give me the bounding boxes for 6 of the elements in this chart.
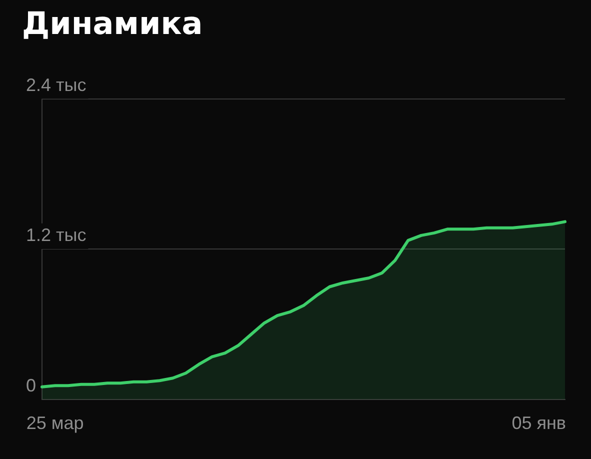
chart-title: Динамика xyxy=(22,6,203,42)
x-tick-label: 05 янв xyxy=(512,413,566,434)
y-tick-label: 2.4 тыс xyxy=(26,74,86,95)
y-tick-label: 1.2 тыс xyxy=(26,225,86,246)
x-tick-label: 25 мар xyxy=(26,413,84,434)
y-tick-label: 0 xyxy=(26,375,36,396)
